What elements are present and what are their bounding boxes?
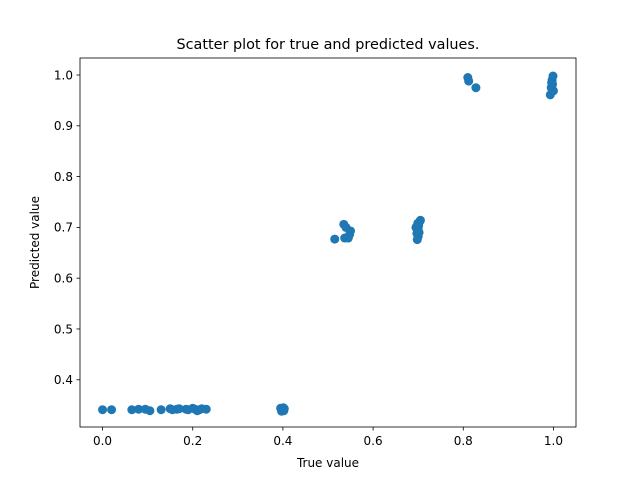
data-point — [330, 234, 340, 244]
chart-title: Scatter plot for true and predicted valu… — [177, 37, 480, 53]
data-point — [279, 404, 289, 414]
data-point — [548, 86, 558, 96]
data-point — [127, 405, 137, 415]
x-axis-label: True value — [296, 456, 359, 470]
x-axis-ticks: 0.0 0.2 0.4 0.6 0.8 1.0 — [93, 427, 563, 448]
y-tick-label: 0.6 — [54, 271, 73, 285]
data-point — [174, 404, 184, 414]
y-tick-label: 0.4 — [54, 373, 73, 387]
data-points — [98, 71, 558, 416]
y-tick-label: 1.0 — [54, 68, 73, 82]
x-tick-label: 0.6 — [364, 434, 383, 448]
data-point — [471, 83, 481, 93]
data-point — [415, 215, 425, 225]
y-tick-label: 0.5 — [54, 322, 73, 336]
data-point — [201, 404, 211, 414]
data-point — [548, 79, 558, 89]
data-point — [98, 405, 108, 415]
x-tick-label: 0.4 — [273, 434, 292, 448]
data-point — [107, 405, 117, 415]
data-point — [346, 226, 356, 236]
data-point — [134, 404, 144, 414]
x-tick-label: 1.0 — [544, 434, 563, 448]
data-point — [464, 76, 474, 86]
y-axis-label: Predicted value — [28, 196, 42, 289]
y-tick-label: 0.7 — [54, 221, 73, 235]
y-tick-label: 0.9 — [54, 119, 73, 133]
data-point — [548, 71, 558, 81]
x-tick-label: 0.2 — [183, 434, 202, 448]
y-tick-label: 0.8 — [54, 170, 73, 184]
data-point — [414, 227, 424, 237]
data-point — [145, 406, 155, 416]
data-point — [156, 405, 166, 415]
x-tick-label: 0.0 — [93, 434, 112, 448]
y-axis-ticks: 0.4 0.5 0.6 0.7 0.8 0.9 1.0 — [54, 68, 80, 387]
plot-frame — [79, 57, 577, 428]
x-tick-label: 0.8 — [454, 434, 473, 448]
